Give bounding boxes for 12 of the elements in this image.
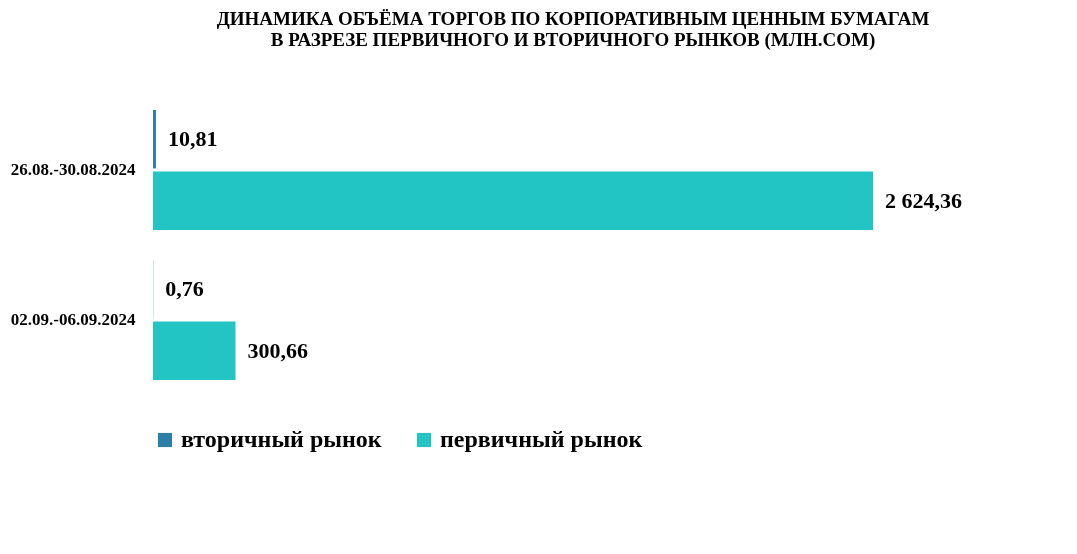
data-label: 0,76 [165,276,204,302]
legend-label: вторичный рынок [181,426,382,452]
data-label: 2 624,36 [885,187,962,213]
data-label: 300,66 [247,337,308,363]
chart-title: ДИНАМИКА ОБЪЁМА ТОРГОВ ПО КОРПОРАТИВНЫМ ЦЕННЫМ БУМАГАМ В РАЗРЕЗЕ ПЕРВИЧНОГО И ВТОРИЧНОГО РЫНКОВ (МЛН.СОМ) [216,8,930,51]
y-tick-label: 26.08.-30.08.2024 [10,160,136,179]
bar [153,321,236,380]
legend-label: первичный рынок [440,426,643,452]
data-label: 10,81 [167,126,218,152]
bar [153,171,873,230]
bar [153,110,156,169]
y-tick-label: 02.09.-06.09.2024 [10,310,136,329]
